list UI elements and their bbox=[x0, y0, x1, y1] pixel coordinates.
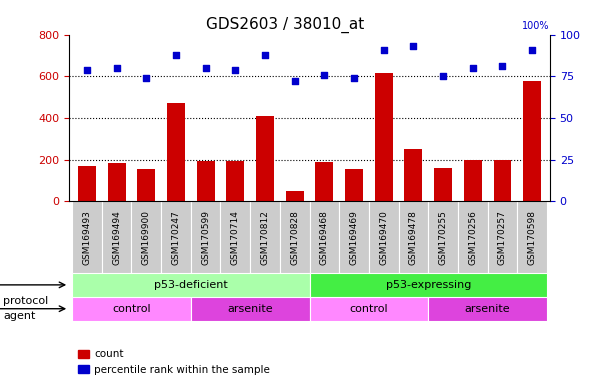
Title: GDS2603 / 38010_at: GDS2603 / 38010_at bbox=[206, 17, 365, 33]
Point bbox=[112, 65, 121, 71]
Point bbox=[349, 75, 359, 81]
Text: GSM170812: GSM170812 bbox=[260, 210, 269, 265]
Point bbox=[320, 71, 329, 78]
Text: p53-expressing: p53-expressing bbox=[386, 280, 471, 290]
Point bbox=[379, 46, 388, 53]
Point bbox=[498, 63, 507, 70]
Text: p53-deficient: p53-deficient bbox=[154, 280, 228, 290]
Text: control: control bbox=[350, 304, 388, 314]
Bar bbox=[493, 160, 511, 202]
Bar bbox=[375, 73, 392, 202]
Bar bbox=[434, 168, 452, 202]
Bar bbox=[345, 169, 363, 202]
Point bbox=[527, 46, 537, 53]
Bar bbox=[310, 273, 547, 297]
Bar bbox=[132, 202, 161, 273]
Bar bbox=[310, 202, 339, 273]
Text: GSM170598: GSM170598 bbox=[528, 210, 537, 265]
Point bbox=[141, 75, 151, 81]
Text: GSM170599: GSM170599 bbox=[201, 210, 210, 265]
Text: GSM170256: GSM170256 bbox=[468, 210, 477, 265]
Text: GSM169468: GSM169468 bbox=[320, 210, 329, 265]
Bar bbox=[523, 81, 541, 202]
Bar bbox=[102, 202, 132, 273]
Point bbox=[438, 73, 448, 79]
Point bbox=[260, 51, 270, 58]
Point bbox=[468, 65, 478, 71]
Text: GSM170828: GSM170828 bbox=[290, 210, 299, 265]
Bar bbox=[72, 297, 191, 321]
Text: GSM169478: GSM169478 bbox=[409, 210, 418, 265]
Text: GSM170257: GSM170257 bbox=[498, 210, 507, 265]
Bar bbox=[316, 162, 334, 202]
Bar bbox=[458, 202, 487, 273]
Point bbox=[82, 66, 92, 73]
Point bbox=[231, 66, 240, 73]
Bar bbox=[197, 161, 215, 202]
Bar bbox=[108, 163, 126, 202]
Bar bbox=[429, 297, 547, 321]
Text: GSM169494: GSM169494 bbox=[112, 210, 121, 265]
Bar bbox=[280, 202, 310, 273]
Point bbox=[171, 51, 181, 58]
Bar bbox=[285, 191, 304, 202]
Bar bbox=[221, 202, 250, 273]
Bar bbox=[429, 202, 458, 273]
Bar bbox=[138, 169, 155, 202]
Bar bbox=[464, 160, 481, 202]
Bar bbox=[310, 297, 429, 321]
Text: GSM169470: GSM169470 bbox=[379, 210, 388, 265]
Bar bbox=[72, 273, 310, 297]
Bar bbox=[517, 202, 547, 273]
Text: GSM169469: GSM169469 bbox=[350, 210, 359, 265]
Bar bbox=[256, 116, 274, 202]
Text: GSM169493: GSM169493 bbox=[82, 210, 91, 265]
Bar bbox=[161, 202, 191, 273]
Bar bbox=[487, 202, 517, 273]
Bar bbox=[167, 103, 185, 202]
Bar bbox=[72, 202, 102, 273]
Text: GSM169900: GSM169900 bbox=[142, 210, 151, 265]
Text: protocol: protocol bbox=[3, 296, 48, 306]
Bar bbox=[369, 202, 398, 273]
Bar bbox=[78, 166, 96, 202]
Text: arsenite: arsenite bbox=[465, 304, 510, 314]
Bar bbox=[339, 202, 369, 273]
Text: 100%: 100% bbox=[522, 21, 550, 31]
Point bbox=[201, 65, 210, 71]
Text: control: control bbox=[112, 304, 151, 314]
Point bbox=[409, 43, 418, 49]
Text: agent: agent bbox=[3, 311, 35, 321]
Text: arsenite: arsenite bbox=[227, 304, 273, 314]
Bar bbox=[398, 202, 429, 273]
Bar bbox=[191, 297, 310, 321]
Text: GSM170714: GSM170714 bbox=[231, 210, 240, 265]
Bar bbox=[404, 149, 423, 202]
Text: GSM170255: GSM170255 bbox=[439, 210, 448, 265]
Bar bbox=[191, 202, 221, 273]
Legend: count, percentile rank within the sample: count, percentile rank within the sample bbox=[75, 345, 274, 379]
Bar bbox=[227, 161, 244, 202]
Bar bbox=[250, 202, 280, 273]
Point bbox=[290, 78, 299, 84]
Text: GSM170247: GSM170247 bbox=[171, 210, 180, 265]
